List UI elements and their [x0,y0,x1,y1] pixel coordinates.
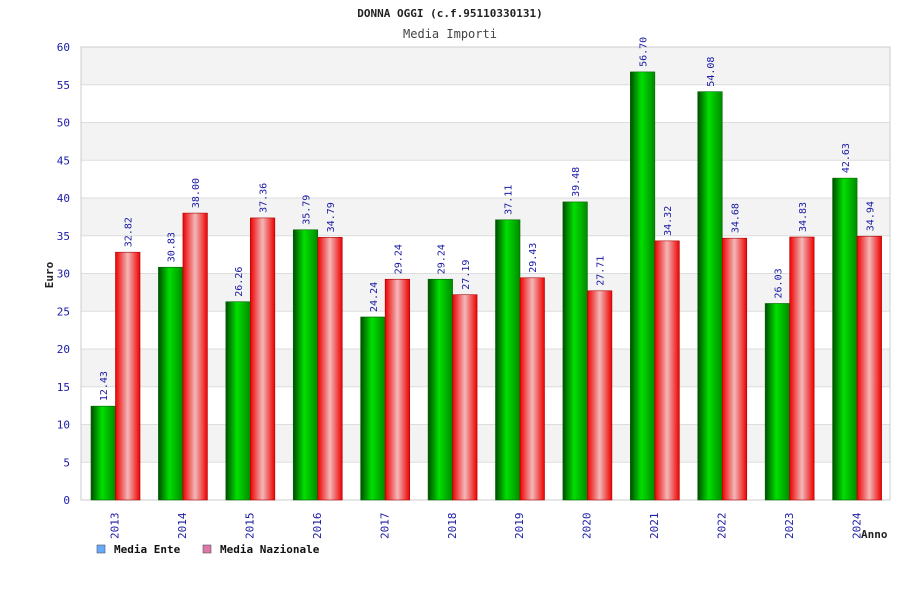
y-tick-label: 45 [57,154,70,167]
bar-media-ente [495,219,521,501]
grid-band [81,349,890,387]
bar-media-ente [360,316,386,501]
grid-band [81,122,890,161]
data-label: 34.32 [663,206,674,236]
data-label: 32.82 [124,217,135,247]
data-label: 56.70 [639,37,650,67]
x-tick-label: 2013 [109,513,122,540]
plot-area: 0 5 10 15 20 25 30 35 40 45 50 55 60 12.43 32.82 2013 30… [57,37,891,540]
bar-media-ente [697,91,723,501]
data-label: 30.83 [167,232,178,262]
legend: Media Ente Media Nazionale [96,543,320,556]
x-tick-label: 2015 [244,513,257,540]
x-tick-label: 2024 [850,512,863,539]
grid-band [81,47,890,85]
y-tick-label: 5 [63,456,70,469]
data-label: 26.26 [234,267,245,297]
bar-media-nazionale [856,235,882,501]
y-tick-label: 60 [57,41,70,54]
data-label: 54.08 [706,57,717,87]
legend-swatch-media-nazionale [202,544,212,554]
data-label: 42.63 [841,143,852,173]
y-tick-label: 10 [57,419,70,432]
x-axis-label: Anno [861,528,888,541]
bar-media-nazionale [250,217,276,501]
data-label: 34.94 [865,201,876,231]
legend-label-media-ente: Media Ente [114,543,181,556]
y-tick-label: 25 [57,305,70,318]
bar-media-ente [90,405,116,501]
data-label: 29.24 [436,244,447,274]
x-tick-label: 2023 [783,513,796,540]
grid-band [81,424,890,463]
data-label: 37.36 [259,183,270,213]
data-label: 27.19 [461,260,472,290]
bar-media-nazionale [789,236,815,501]
data-label: 37.11 [504,185,515,215]
bar-media-ente [158,266,184,501]
data-label: 34.79 [326,202,337,232]
data-label: 12.43 [99,371,110,401]
bar-media-nazionale [721,237,748,501]
legend-label-media-nazionale: Media Nazionale [220,543,320,556]
bar-media-nazionale [519,277,545,501]
chart-title: DONNA OGGI (c.f.95110330131) [357,7,542,20]
chart-subtitle: Media Importi [403,27,497,41]
bar-media-nazionale [452,294,478,501]
x-tick-label: 2020 [581,513,594,540]
y-axis-label: Euro [43,261,56,288]
x-tick-label: 2014 [176,512,189,539]
data-label: 29.24 [393,244,404,274]
y-tick-label: 20 [57,343,70,356]
data-label: 27.71 [596,256,607,286]
y-tick-label: 40 [57,192,70,205]
bar-media-ente [832,177,858,501]
x-tick-label: 2016 [311,513,324,540]
x-tick-label: 2019 [513,513,526,540]
bar-media-ente [562,201,588,501]
bar-media-nazionale [182,212,208,501]
x-tick-label: 2021 [648,513,661,540]
y-tick-label: 15 [57,381,70,394]
bar-media-nazionale [587,290,613,501]
bar-media-ente [630,71,656,501]
data-label: 26.03 [773,268,784,298]
x-tick-label: 2018 [446,513,459,540]
bar-media-nazionale [115,251,141,501]
legend-swatch-media-ente [96,544,106,554]
x-tick-label: 2022 [715,513,728,540]
y-tick-label: 50 [57,117,70,130]
data-label: 39.48 [571,167,582,197]
data-label: 24.24 [369,282,380,312]
data-label: 38.00 [191,178,202,208]
y-tick-label: 0 [63,494,70,507]
x-tick-label: 2017 [378,513,391,540]
grid-band [81,198,890,236]
grid-band [81,273,890,312]
bar-media-nazionale [384,278,410,501]
bar-media-ente [225,301,251,501]
y-tick-label: 35 [57,230,70,243]
y-tick-label: 30 [57,268,70,281]
y-tick-label: 55 [57,79,70,92]
bar-media-nazionale [317,237,343,501]
data-label: 29.43 [528,243,539,273]
data-label: 35.79 [302,195,313,225]
plot-frame [80,46,891,501]
bar-media-ente [764,303,790,501]
bar-media-ente [427,278,453,501]
data-label: 34.68 [731,203,742,233]
data-label: 34.83 [798,202,809,232]
bar-media-nazionale [654,240,680,501]
bar-media-ente [292,229,319,501]
